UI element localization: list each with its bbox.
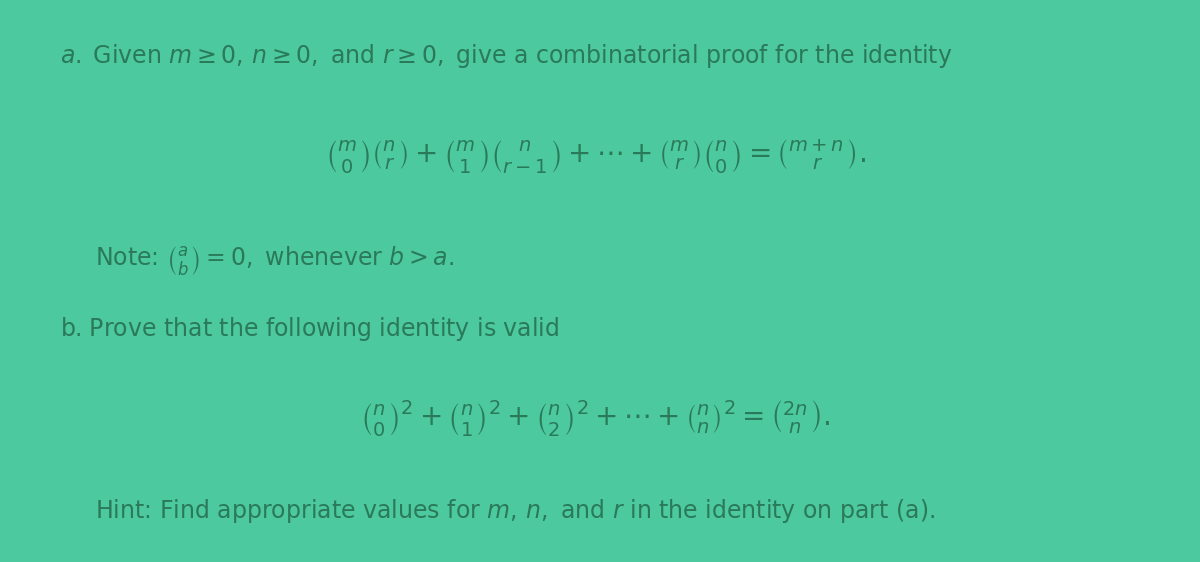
Text: $a.\; \text{Given } m \geq 0,\, n \geq 0,\text{ and } r \geq 0,\text{ give a com: $a.\; \text{Given } m \geq 0,\, n \geq 0… bbox=[60, 42, 952, 70]
Text: $\text{b.}\; \text{Prove that the following identity is valid}$: $\text{b.}\; \text{Prove that the follow… bbox=[60, 315, 559, 343]
Text: $\binom{n}{0}^{2} + \binom{n}{1}^{2} + \binom{n}{2}^{2} + \cdots + \binom{n}{n}^: $\binom{n}{0}^{2} + \binom{n}{1}^{2} + \… bbox=[360, 398, 830, 439]
Text: $\text{Note: } \binom{a}{b} = 0,\text{ whenever } b > a.$: $\text{Note: } \binom{a}{b} = 0,\text{ w… bbox=[95, 244, 455, 278]
Text: $\text{Hint: Find appropriate values for } m,\, n,\text{ and } r \text{ in the i: $\text{Hint: Find appropriate values for… bbox=[95, 497, 935, 525]
Text: $\binom{m}{0}\binom{n}{r} + \binom{m}{1}\binom{n}{r-1} + \cdots + \binom{m}{r}\b: $\binom{m}{0}\binom{n}{r} + \binom{m}{1}… bbox=[325, 138, 866, 176]
